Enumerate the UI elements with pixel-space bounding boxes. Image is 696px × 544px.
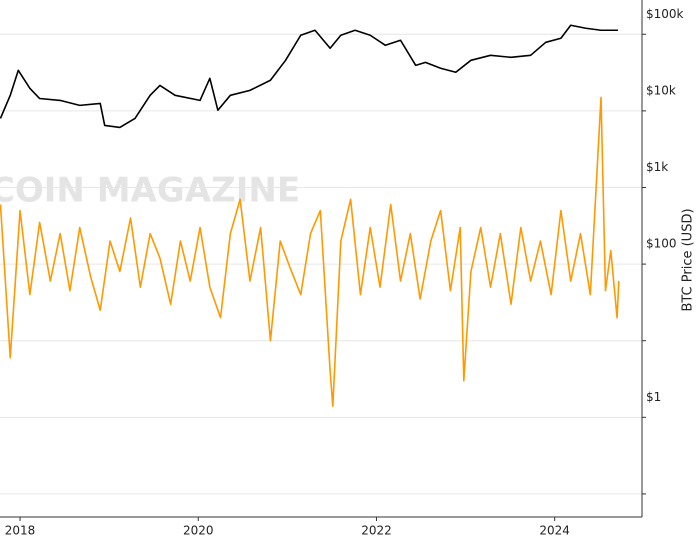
y-axis-label: BTC Price (USD): [681, 208, 696, 311]
series-line: [0, 24, 618, 129]
x-tick-label: 2024: [539, 524, 570, 538]
y-tick-label: $1k: [646, 160, 668, 174]
y-tick-label: $10k: [646, 83, 676, 97]
y-tick-label: $100: [646, 237, 677, 251]
x-tick-label: 2018: [5, 524, 36, 538]
y-tick-label: $100k: [646, 7, 684, 21]
x-tick-label: 2020: [183, 524, 214, 538]
y-tick-label: $1: [646, 390, 661, 404]
x-tick-label: 2022: [361, 524, 392, 538]
plot: [0, 24, 620, 407]
watermark: COIN MAGAZINE: [0, 171, 300, 211]
series-line: [0, 96, 620, 407]
